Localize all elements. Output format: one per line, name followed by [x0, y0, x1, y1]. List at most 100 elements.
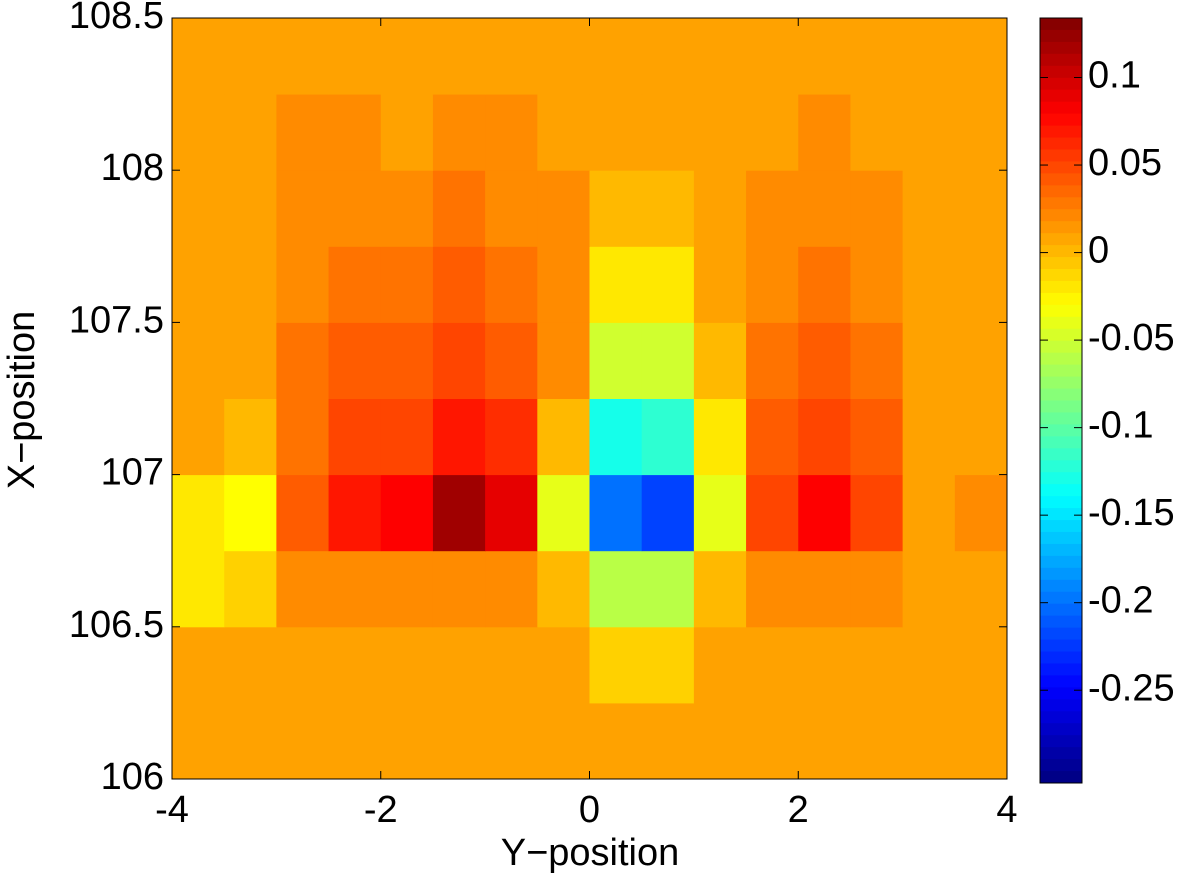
y-tick-label: 106 [101, 756, 164, 798]
heat-cell [432, 18, 486, 95]
colorbar-segment [1040, 651, 1082, 664]
colorbar-segment [1040, 125, 1082, 139]
heat-cell [641, 170, 695, 247]
colorbar-segment [1040, 531, 1082, 545]
colorbar-tick-label: -0.05 [1088, 317, 1175, 359]
colorbar-segment [1040, 496, 1082, 509]
heat-cell [798, 626, 851, 704]
heat-cell [850, 18, 904, 95]
heat-cell [276, 94, 330, 171]
heat-cell [276, 474, 330, 552]
heat-cell [693, 626, 747, 704]
heat-cell [798, 94, 851, 171]
heat-cell [380, 550, 434, 628]
heat-cell [641, 18, 695, 95]
heat-cell [902, 626, 956, 704]
colorbar-segment [1040, 364, 1082, 378]
heatmap-cells [172, 18, 1008, 780]
heat-cell [902, 18, 956, 95]
heat-cell [380, 398, 434, 476]
heat-cell [276, 246, 330, 323]
heat-cell [224, 474, 277, 552]
heat-cell [432, 626, 486, 704]
colorbar-tick-label: 0 [1088, 230, 1109, 272]
heat-cell [693, 322, 747, 399]
heat-cell [328, 550, 382, 628]
y-tick-label: 107 [101, 452, 164, 494]
heat-cell [537, 18, 590, 95]
colorbar-segment [1040, 89, 1082, 103]
x-tick-label: 4 [996, 789, 1017, 831]
colorbar-segment [1040, 77, 1082, 91]
colorbar-segment [1040, 340, 1082, 354]
colorbar-segment [1040, 292, 1082, 306]
heat-cell [954, 18, 1008, 95]
axes: -4 -2 0 2 4 106 106.5 107 107.5 108 108.5 [69, 0, 1018, 831]
heat-cell [954, 550, 1008, 628]
heat-cell [224, 94, 277, 171]
heat-cell [485, 702, 538, 780]
heat-cell [224, 246, 277, 323]
heat-cell [485, 246, 538, 323]
heat-cell [798, 18, 851, 95]
heat-cell [276, 18, 330, 95]
heat-cell [589, 246, 643, 323]
heat-cell [172, 398, 225, 476]
heat-cell [432, 322, 486, 399]
heat-cell [172, 626, 225, 704]
heat-cell [746, 626, 799, 704]
heat-cell [693, 170, 747, 247]
colorbar-segment [1040, 543, 1082, 557]
x-tick-label: 0 [579, 789, 600, 831]
colorbar-segment [1040, 316, 1082, 330]
colorbar-segment [1040, 113, 1082, 127]
heat-cell [954, 170, 1008, 247]
heat-cell [902, 474, 956, 552]
colorbar-segment [1040, 771, 1082, 784]
colorbar-segment [1040, 221, 1082, 234]
heat-cell [693, 702, 747, 780]
heat-cell [589, 474, 643, 552]
heat-cell [172, 322, 225, 399]
colorbar-segment [1040, 567, 1082, 581]
heat-cell [537, 170, 590, 247]
heat-cell [746, 550, 799, 628]
heat-cell [328, 94, 382, 171]
heat-cell [328, 18, 382, 95]
heat-cell [537, 474, 590, 552]
heat-cell [485, 18, 538, 95]
heat-cell [328, 474, 382, 552]
heat-cell [902, 398, 956, 476]
heat-cell [693, 550, 747, 628]
heat-cell [328, 702, 382, 780]
heat-cell [537, 322, 590, 399]
colorbar-segment [1040, 436, 1082, 449]
heat-cell [224, 550, 277, 628]
colorbar-segment [1040, 735, 1082, 748]
heat-cell [380, 702, 434, 780]
heat-cell [850, 398, 904, 476]
heat-cell [276, 550, 330, 628]
heat-cell [589, 18, 643, 95]
heat-cell [380, 322, 434, 399]
heat-cell [224, 702, 277, 780]
colorbar-segment [1040, 555, 1082, 569]
heat-cell [537, 398, 590, 476]
colorbar-segment [1040, 460, 1082, 473]
heat-cell [693, 94, 747, 171]
heat-cell [589, 94, 643, 171]
heat-cell [693, 246, 747, 323]
heat-cell [850, 626, 904, 704]
colorbar-segment [1040, 197, 1082, 210]
colorbar-tick-label: -0.25 [1088, 667, 1175, 709]
heat-cell [276, 170, 330, 247]
heat-cell [380, 246, 434, 323]
colorbar-segment [1040, 687, 1082, 700]
heat-cell [746, 170, 799, 247]
heat-cell [380, 18, 434, 95]
heat-cell [850, 474, 904, 552]
heat-cell [902, 322, 956, 399]
colorbar-segment [1040, 53, 1082, 67]
heat-cell [746, 18, 799, 95]
colorbar-segment [1040, 615, 1082, 629]
